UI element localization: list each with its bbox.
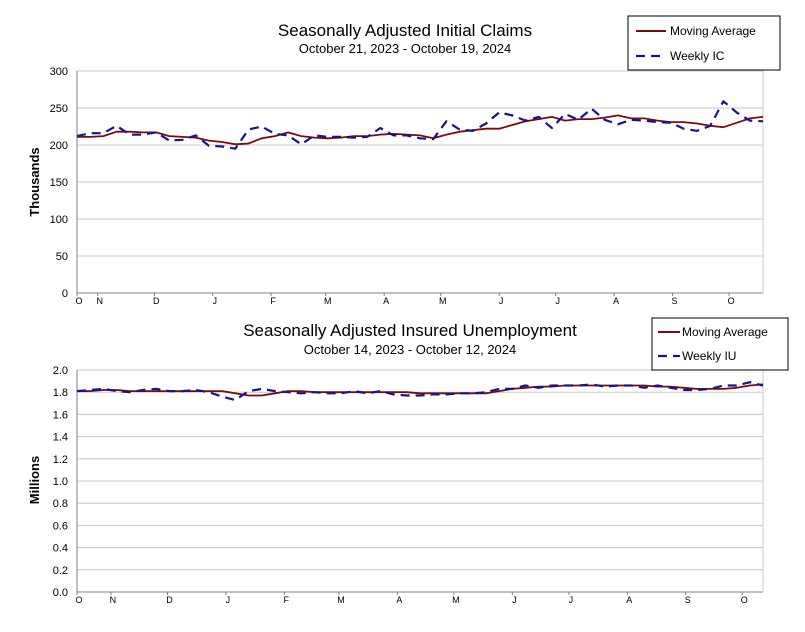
y-tick-label: 0	[62, 288, 68, 300]
plot-area: 0 50 100 150 200 250 300 O N D J F M A M J J A S O	[50, 66, 764, 306]
legend: Moving Average Weekly IC	[627, 15, 781, 71]
x-tick-label: J	[212, 296, 217, 306]
x-tick-label: A	[396, 595, 402, 605]
x-tick-label: J	[226, 595, 231, 605]
x-tick-label: A	[383, 296, 389, 306]
y-tick-label: 200	[50, 140, 68, 152]
y-tick-label: 1.6	[53, 409, 68, 421]
x-tick-label: M	[439, 296, 447, 306]
plot-area: 0.0 0.2 0.4 0.6 0.8 1.0 1.2 1.4 1.6 1.8 2.0 O N D J F M A…	[53, 365, 764, 605]
series-line-weekly	[76, 100, 764, 150]
legend-label-weekly-ic: Weekly IC	[670, 49, 725, 63]
y-tick-label: 2.0	[53, 365, 68, 377]
chart-title: Seasonally Adjusted Initial Claims	[278, 21, 532, 40]
x-tick-label: M	[452, 595, 460, 605]
y-tick-label: 300	[50, 66, 68, 78]
x-tick-label: D	[166, 595, 173, 605]
y-tick-label: 1.2	[53, 454, 68, 466]
x-tick-label: F	[284, 595, 290, 605]
y-tick-label: 250	[50, 103, 68, 115]
legend-label-weekly-iu: Weekly IU	[682, 349, 736, 363]
x-tick-label: O	[75, 296, 82, 306]
legend-box	[627, 15, 781, 71]
x-tick-label: M	[337, 595, 345, 605]
y-tick-label: 1.4	[53, 432, 68, 444]
y-tick-label: 0.4	[53, 543, 68, 555]
x-tick-label: O	[728, 296, 735, 306]
legend: Moving Average Weekly IU	[651, 317, 789, 371]
x-tick-label: M	[324, 296, 332, 306]
y-tick-label: 50	[56, 251, 68, 263]
chart-title: Seasonally Adjusted Insured Unemployment	[243, 321, 577, 340]
x-tick-label: F	[270, 296, 276, 306]
initial-claims-chart: Seasonally Adjusted Initial Claims Octob…	[27, 15, 781, 306]
y-tick-label: 150	[50, 177, 68, 189]
x-tick-label: J	[512, 595, 517, 605]
legend-label-moving-average: Moving Average	[670, 24, 756, 38]
legend-box	[651, 317, 789, 371]
x-tick-label: O	[741, 595, 748, 605]
y-tick-label: 0.0	[53, 587, 68, 599]
x-tick-label: J	[499, 296, 504, 306]
y-tick-label: 1.8	[53, 387, 68, 399]
y-tick-label: 1.0	[53, 476, 68, 488]
x-tick-label: A	[626, 595, 632, 605]
x-tick-label: N	[110, 595, 117, 605]
legend-label-moving-average: Moving Average	[682, 325, 768, 339]
chart-subtitle: October 14, 2023 - October 12, 2024	[304, 342, 516, 357]
x-tick-label: J	[569, 595, 574, 605]
x-tick-label: A	[613, 296, 619, 306]
y-tick-label: 0.8	[53, 498, 68, 510]
insured-unemployment-chart: Seasonally Adjusted Insured Unemployment…	[27, 317, 789, 605]
y-tick-label: 0.2	[53, 565, 68, 577]
x-tick-label: N	[96, 296, 103, 306]
series-line-weekly	[76, 381, 764, 402]
x-tick-label: O	[75, 595, 82, 605]
x-tick-label: S	[672, 296, 678, 306]
y-tick-label: 100	[50, 214, 68, 226]
y-axis-label: Millions	[27, 456, 42, 504]
chart-subtitle: October 21, 2023 - October 19, 2024	[299, 41, 511, 56]
y-tick-label: 0.6	[53, 520, 68, 532]
x-tick-label: J	[555, 296, 560, 306]
y-axis-label: Thousands	[27, 147, 42, 216]
x-tick-label: D	[153, 296, 160, 306]
x-tick-label: S	[685, 595, 691, 605]
series-line-moving-average	[77, 383, 764, 397]
